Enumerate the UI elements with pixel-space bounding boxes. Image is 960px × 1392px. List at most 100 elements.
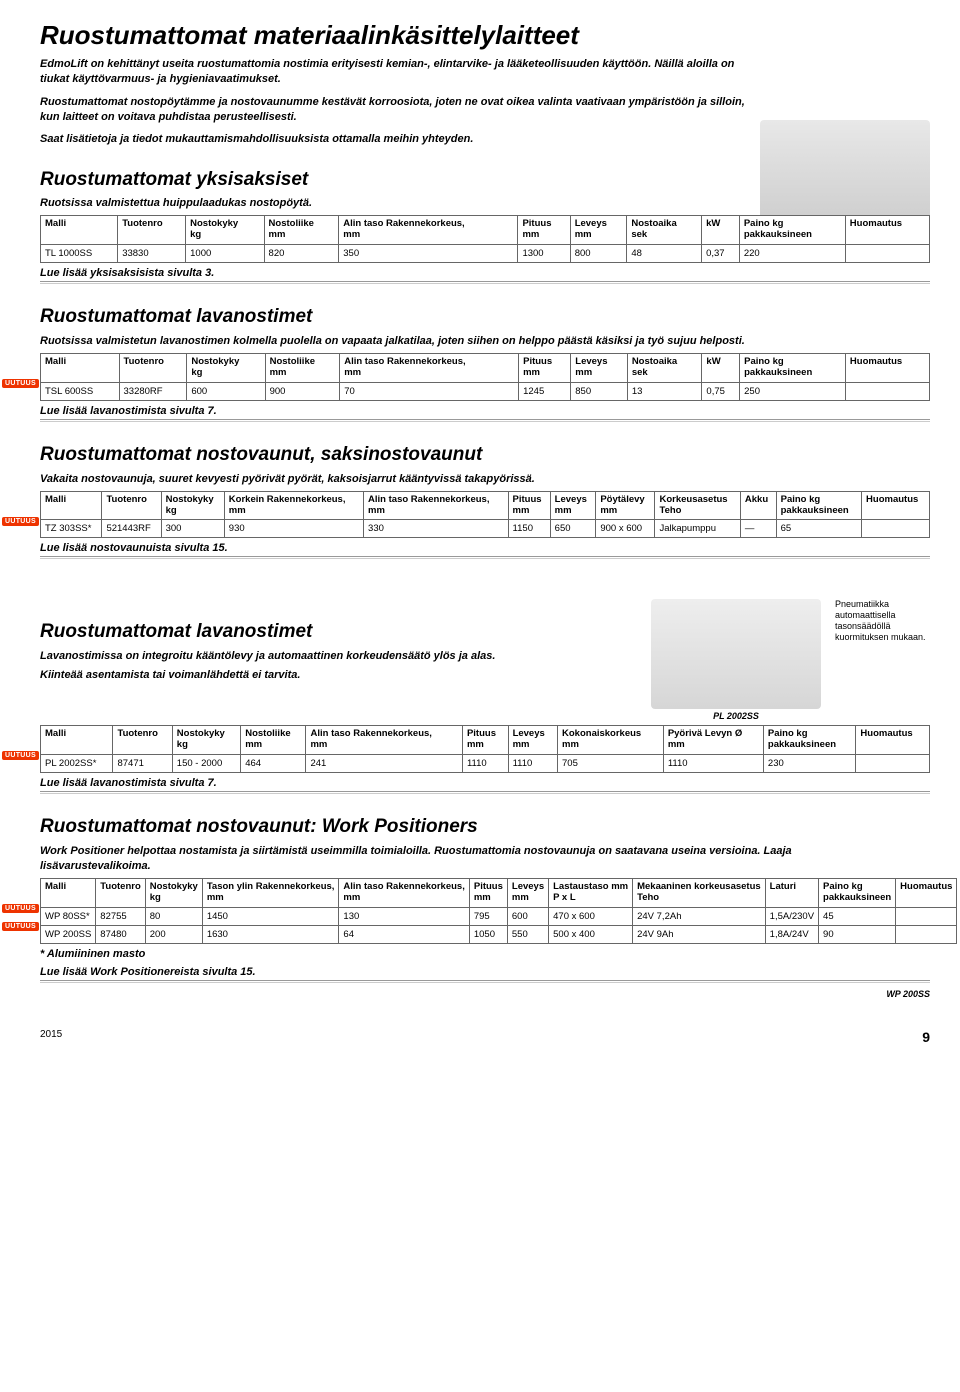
cell: 130 (339, 907, 469, 925)
cell: 600 (187, 382, 265, 400)
col-header: Paino kgpakkauksineen (763, 726, 856, 755)
new-badge: UUTUUS (2, 517, 39, 526)
s2-table: MalliTuotenroNostokykykgNostoliikemmAlin… (40, 353, 930, 401)
cell: 230 (763, 755, 856, 773)
col-header: Alin taso Rakennekorkeus,mm (340, 353, 519, 382)
col-header: Malli (41, 878, 96, 907)
cell: — (740, 520, 776, 538)
cell: Jalkapumppu (655, 520, 740, 538)
col-header: Leveysmm (507, 878, 548, 907)
cell: 33830 (118, 245, 186, 263)
s4-link: Lue lisää lavanostimista sivulta 7. (40, 777, 930, 789)
col-header: Tuotenro (96, 878, 145, 907)
cell: 650 (550, 520, 596, 538)
col-header: Nostokykykg (172, 726, 240, 755)
cell: 80 (145, 907, 202, 925)
cell (896, 925, 957, 943)
col-header: Alin taso Rakennekorkeus,mm (364, 491, 509, 520)
cell: 820 (264, 245, 339, 263)
cell: 220 (739, 245, 845, 263)
cell (845, 245, 929, 263)
page-number: 9 (922, 1029, 930, 1045)
s4-sub2: Kiinteää asentamista tai voimanlähdettä … (40, 668, 637, 683)
s3-link: Lue lisää nostovaunuista sivulta 15. (40, 542, 930, 554)
col-header: Korkein Rakennekorkeus,mm (224, 491, 363, 520)
cell: 1245 (519, 382, 571, 400)
col-header: kW (702, 216, 740, 245)
intro-1: EdmoLift on kehittänyt useita ruostumatt… (40, 57, 760, 87)
product-image (760, 120, 930, 230)
col-header: Mekaaninen korkeusasetusTeho (633, 878, 766, 907)
cell: 900 x 600 (596, 520, 655, 538)
col-header: Paino kgpakkauksineen (740, 353, 846, 382)
col-header: Leveysmm (550, 491, 596, 520)
col-header: Huomautus (856, 726, 930, 755)
cell: 1300 (518, 245, 570, 263)
col-header: Huomautus (896, 878, 957, 907)
col-header: Alin taso Rakennekorkeus,mm (339, 878, 469, 907)
cell: 1,8A/24V (765, 925, 818, 943)
col-header: Nostoaikasek (627, 216, 702, 245)
s5-footnote: * Alumiininen masto (40, 948, 930, 960)
cell: 45 (819, 907, 896, 925)
new-badge: UUTUUS (2, 379, 39, 388)
cell: 1,5A/230V (765, 907, 818, 925)
cell (856, 755, 930, 773)
col-header: Huomautus (845, 353, 929, 382)
cell: 87480 (96, 925, 145, 943)
cell: 64 (339, 925, 469, 943)
cell: 550 (507, 925, 548, 943)
cell: 1150 (508, 520, 550, 538)
cell: 795 (469, 907, 507, 925)
footer-year: 2015 (40, 1029, 62, 1045)
col-header: Malli (41, 216, 118, 245)
col-header: Huomautus (862, 491, 930, 520)
col-header: Lastaustaso mmP x L (549, 878, 633, 907)
col-header: KorkeusasetusTeho (655, 491, 740, 520)
cell: 0,37 (702, 245, 740, 263)
cell: WP 200SS (41, 925, 96, 943)
cell: 464 (241, 755, 306, 773)
cell: 87471 (113, 755, 172, 773)
cell: 1110 (663, 755, 763, 773)
col-header: Tuotenro (102, 491, 161, 520)
col-header: Kokonaiskorkeusmm (558, 726, 664, 755)
new-badge: UUTUUS (2, 922, 39, 931)
s3-sub: Vakaita nostovaunuja, suuret kevyesti py… (40, 472, 800, 487)
cell: 1050 (469, 925, 507, 943)
cell (896, 907, 957, 925)
col-header: Akku (740, 491, 776, 520)
s3-heading: Ruostumattomat nostovaunut, saksinostova… (40, 444, 930, 466)
col-header: Paino kgpakkauksineen (819, 878, 896, 907)
s5-link: Lue lisää Work Positionereista sivulta 1… (40, 966, 930, 978)
cell: 1110 (462, 755, 508, 773)
col-header: kW (702, 353, 740, 382)
col-header: Pituusmm (462, 726, 508, 755)
cell: 200 (145, 925, 202, 943)
col-header: Pituusmm (469, 878, 507, 907)
cell: 90 (819, 925, 896, 943)
col-header: Alin taso Rakennekorkeus,mm (339, 216, 518, 245)
s1-table: MalliTuotenroNostokykykgNostoliikemmAlin… (40, 215, 930, 263)
cell: 705 (558, 755, 664, 773)
cell: 33280RF (119, 382, 187, 400)
col-header: Tuotenro (118, 216, 186, 245)
cell: 82755 (96, 907, 145, 925)
col-header: Nostokykykg (187, 353, 265, 382)
cell: 500 x 400 (549, 925, 633, 943)
cell: 24V 9Ah (633, 925, 766, 943)
col-header: Nostoliikemm (241, 726, 306, 755)
cell: 1110 (508, 755, 557, 773)
s2-link: Lue lisää lavanostimista sivulta 7. (40, 405, 930, 417)
cell: 330 (364, 520, 509, 538)
col-header: Nostokykykg (161, 491, 224, 520)
col-header: Alin taso Rakennekorkeus,mm (306, 726, 462, 755)
cell: PL 2002SS* (41, 755, 113, 773)
cell: 900 (265, 382, 340, 400)
cell: 70 (340, 382, 519, 400)
s2-sub: Ruotsissa valmistetun lavanostimen kolme… (40, 334, 800, 349)
cell: 13 (627, 382, 702, 400)
s5-heading: Ruostumattomat nostovaunut: Work Positio… (40, 816, 930, 838)
col-header: Leveysmm (570, 216, 627, 245)
cell: 800 (570, 245, 627, 263)
